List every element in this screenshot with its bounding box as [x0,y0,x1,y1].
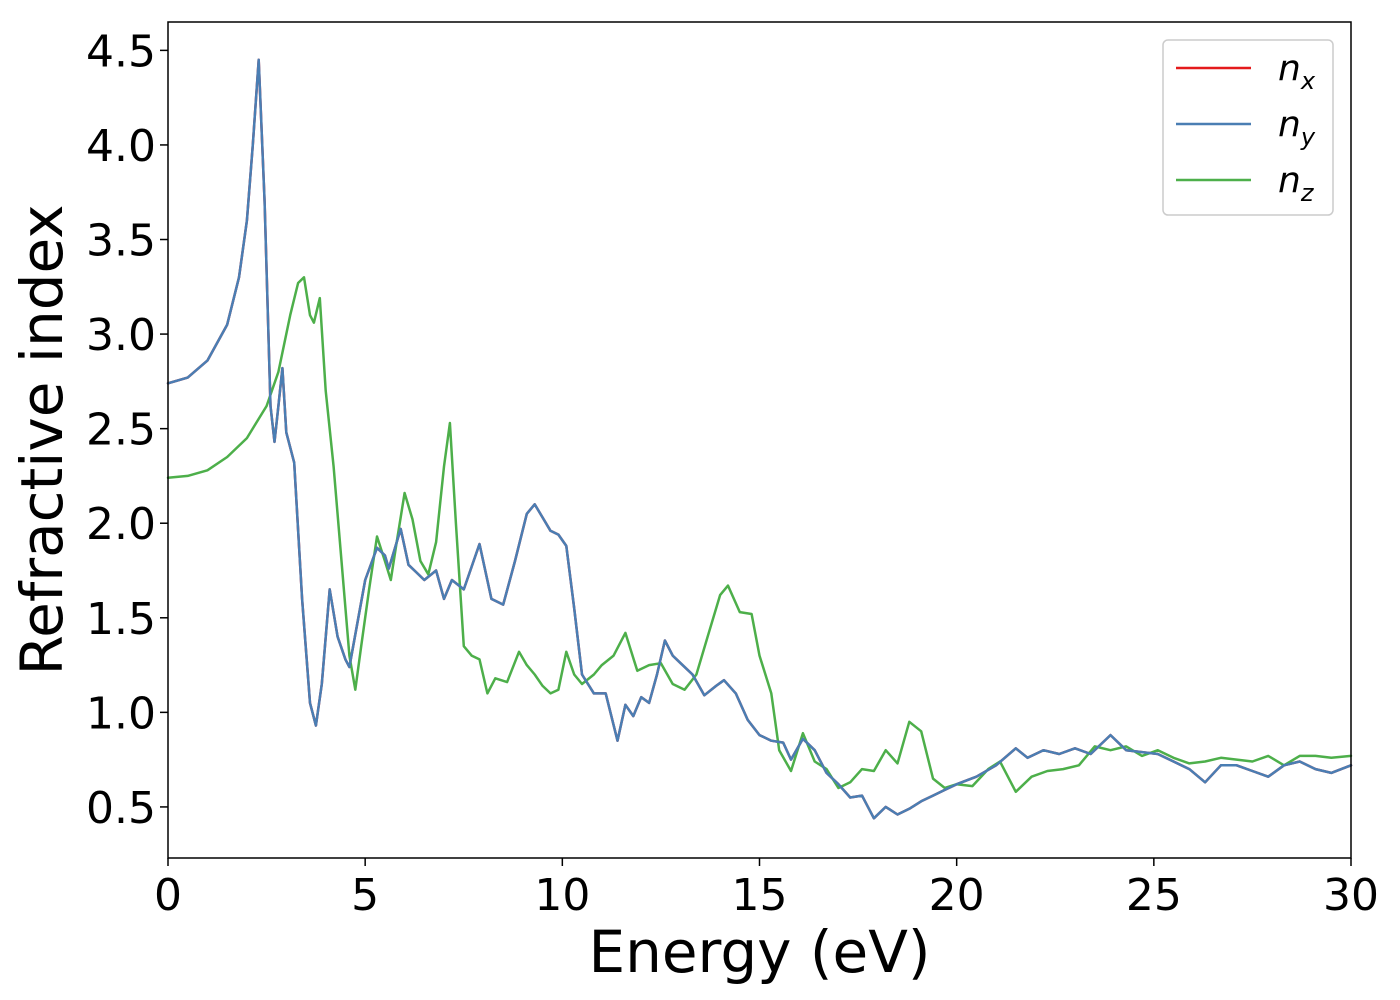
legend-label-base: n [1278,48,1301,89]
series-line-y [166,58,1353,820]
y-tick-label: 1.0 [86,688,156,739]
legend-label-z: nz [1278,160,1315,207]
legend-label-base: n [1278,160,1301,201]
x-tick-label: 15 [732,870,788,921]
x-tick-label: 25 [1126,870,1182,921]
y-tick-label: 4.0 [86,121,156,172]
x-tick-label: 5 [351,870,379,921]
y-tick-label: 2.0 [86,499,156,550]
x-axis-label: Energy (eV) [588,918,930,986]
y-tick-label: 3.5 [86,216,156,267]
series-line-z [166,276,1353,794]
y-tick-label: 3.0 [86,310,156,361]
x-tick-label: 10 [534,870,590,921]
legend-label-subscript: z [1300,179,1315,207]
x-tick-label: 30 [1323,870,1379,921]
x-tick-label: 20 [929,870,985,921]
y-axis-label: Refractive index [8,204,76,675]
y-tick-label: 4.5 [86,26,156,77]
y-tick-label: 0.5 [86,783,156,834]
legend-label-base: n [1278,104,1301,145]
legend-label-subscript: y [1300,123,1316,151]
series-layer [166,58,1353,820]
y-tick-label: 1.5 [86,594,156,645]
legend-label-x: nx [1278,48,1316,95]
legend-label-y: ny [1278,104,1316,151]
x-tick-label: 0 [154,870,182,921]
y-tick-label: 2.5 [86,405,156,456]
legend-box [1162,39,1334,216]
x-axis-ticks: 0 5 10 15 20 25 30 [154,858,1379,921]
legend-label-subscript: x [1300,67,1316,95]
y-axis-ticks: 0.5 1.0 1.5 2.0 2.5 3.0 3.5 4.0 4.5 [86,26,168,834]
